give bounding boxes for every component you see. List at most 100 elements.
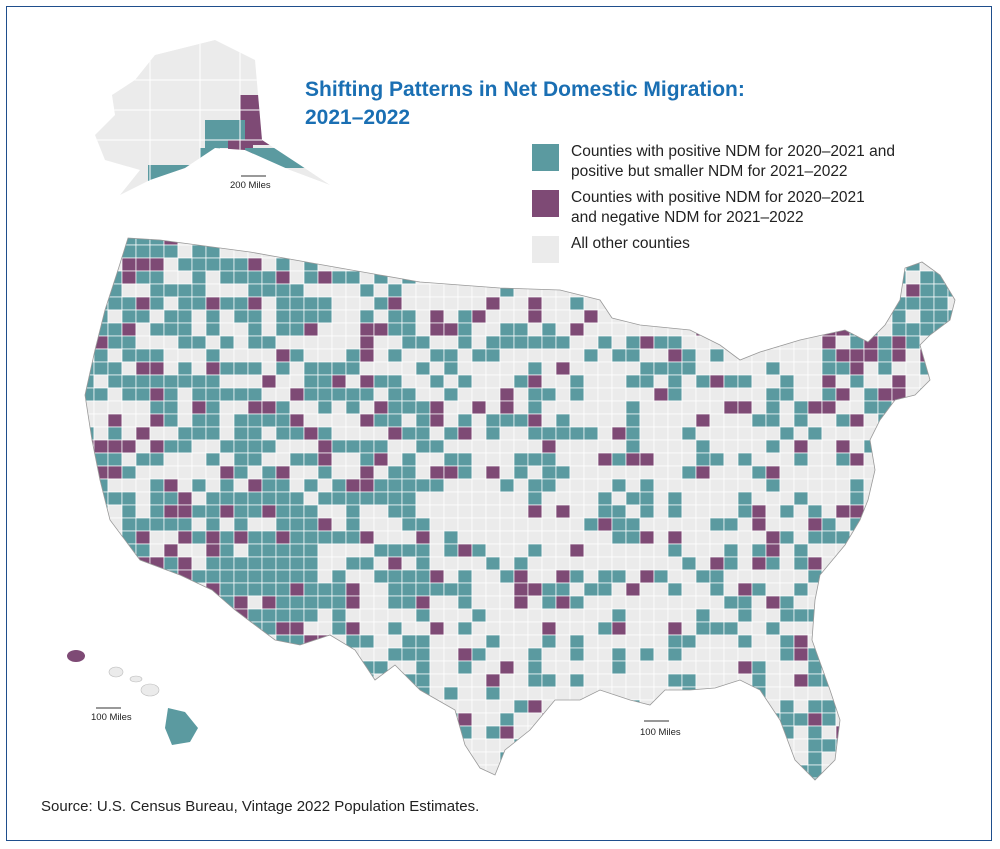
county-cell (807, 283, 823, 298)
county-cell (597, 751, 613, 766)
county-cell (345, 387, 361, 402)
county-cell (471, 491, 487, 506)
county-cell (373, 608, 389, 623)
county-cell (331, 322, 347, 337)
county-cell (261, 686, 277, 701)
county-cell (891, 348, 907, 363)
county-cell (303, 400, 319, 415)
county-cell (247, 387, 263, 402)
county-cell (737, 686, 753, 701)
county-cell (331, 621, 347, 636)
county-cell (555, 270, 571, 285)
county-cell (877, 270, 893, 285)
county-cell (793, 426, 809, 441)
county-cell (499, 738, 515, 753)
county-cell (667, 413, 683, 428)
county-cell (905, 608, 921, 623)
county-cell (85, 504, 95, 519)
county-cell (835, 348, 851, 363)
county-cell (947, 478, 955, 493)
county-cell (877, 465, 893, 480)
county-cell (849, 348, 865, 363)
county-cell (541, 400, 557, 415)
county-cell (863, 777, 879, 780)
county-cell (429, 673, 445, 688)
county-cell (723, 270, 739, 285)
county-cell (247, 296, 263, 311)
county-cell (723, 673, 739, 688)
county-cell (569, 491, 585, 506)
county-cell (541, 660, 557, 675)
county-cell (345, 413, 361, 428)
county-cell (933, 751, 949, 766)
county-cell (667, 491, 683, 506)
county-cell (359, 439, 375, 454)
county-cell (401, 725, 417, 740)
county-cell (93, 777, 109, 780)
county-cell (289, 348, 305, 363)
county-cell (289, 582, 305, 597)
county-cell (527, 751, 543, 766)
county-cell (751, 309, 767, 324)
county-cell (485, 491, 501, 506)
county-cell (695, 569, 711, 584)
county-cell (93, 270, 109, 285)
county-cell (751, 660, 767, 675)
county-cell (471, 238, 487, 246)
county-cell (877, 777, 893, 780)
county-cell (555, 335, 571, 350)
county-cell (947, 270, 955, 285)
county-cell (233, 569, 249, 584)
county-cell (485, 361, 501, 376)
county-cell (219, 387, 235, 402)
county-cell (527, 361, 543, 376)
county-cell (933, 283, 949, 298)
county-cell (443, 504, 459, 519)
county-cell (863, 530, 879, 545)
county-cell (807, 348, 823, 363)
county-cell (191, 387, 207, 402)
county-cell (779, 465, 795, 480)
county-cell (219, 238, 235, 246)
county-cell (429, 764, 445, 779)
county-cell (261, 647, 277, 662)
county-cell (415, 465, 431, 480)
county-cell (821, 478, 837, 493)
county-cell (779, 725, 795, 740)
county-cell (835, 283, 851, 298)
county-cell (765, 348, 781, 363)
county-cell (667, 283, 683, 298)
contiguous-us (84, 237, 956, 781)
county-cell (849, 647, 865, 662)
county-cell (541, 673, 557, 688)
county-cell (191, 504, 207, 519)
county-cell (135, 660, 151, 675)
county-cell (233, 296, 249, 311)
county-cell (177, 348, 193, 363)
county-cell (919, 751, 935, 766)
county-cell (667, 400, 683, 415)
county-cell (191, 296, 207, 311)
county-cell (877, 764, 893, 779)
county-cell (709, 621, 725, 636)
county-cell (849, 660, 865, 675)
county-cell (947, 413, 955, 428)
county-cell (891, 465, 907, 480)
county-cell (695, 699, 711, 714)
county-cell (93, 543, 109, 558)
county-cell (513, 543, 529, 558)
county-cell (905, 322, 921, 337)
county-cell (905, 387, 921, 402)
county-cell (261, 699, 277, 714)
county-cell (233, 543, 249, 558)
county-cell (611, 725, 627, 740)
county-cell (275, 712, 291, 727)
county-cell (499, 517, 515, 532)
county-cell (471, 361, 487, 376)
county-cell (695, 478, 711, 493)
county-cell (415, 387, 431, 402)
county-cell (877, 725, 893, 740)
county-cell (821, 374, 837, 389)
county-cell (275, 543, 291, 558)
county-cell (261, 621, 277, 636)
